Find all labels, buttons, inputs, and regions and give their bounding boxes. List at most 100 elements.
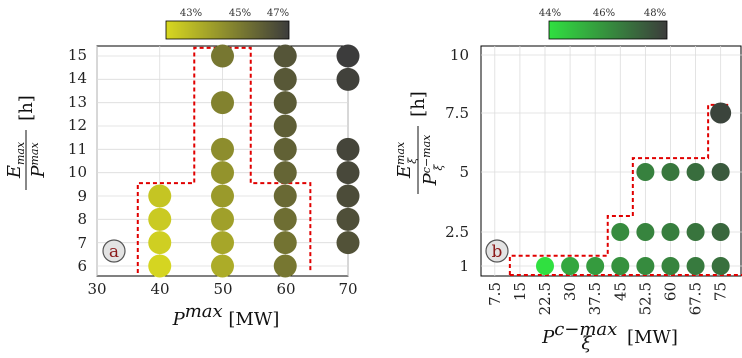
x-tick-label: 40	[150, 280, 169, 298]
colorbar-a	[165, 20, 290, 40]
panel-a-xlabel: Pmax [MW]	[172, 301, 280, 330]
panel-b-colorbar: 44% 46% 48%	[539, 8, 668, 40]
badge-a-label: a	[109, 242, 119, 262]
y-tick-label: 7	[77, 234, 87, 252]
data-point	[535, 257, 554, 275]
data-point	[611, 257, 630, 275]
data-point	[661, 257, 680, 275]
x-tick-label: 52.5	[636, 282, 654, 315]
panel-a-points	[148, 44, 360, 278]
y-tick-label: 6	[77, 257, 87, 275]
x-tick-label: 30	[561, 282, 579, 301]
data-point	[710, 102, 732, 124]
data-point	[586, 257, 605, 275]
data-point	[273, 207, 297, 231]
data-point	[273, 67, 297, 91]
y-tick-label: 2.5	[445, 223, 469, 241]
data-point	[211, 184, 234, 208]
y-axis-label-numerator: Emaxξ	[394, 141, 419, 179]
panel-a-yticks: 6 7 8 9 10 11 12 13 14 15	[68, 46, 87, 275]
data-point	[148, 231, 172, 255]
data-point	[273, 114, 297, 138]
x-tick-label: 75	[712, 282, 730, 301]
x-tick-label: 30	[87, 280, 106, 298]
data-point	[336, 184, 360, 208]
badge-b-circle	[485, 239, 509, 263]
panel-b-xticks: 7.5 15 22.5 30 37.5 45 52.5 60 67.5 75	[486, 282, 730, 315]
panel-a-badge: a	[102, 239, 126, 263]
panel-a-colorbar: 43% 45% 47%	[165, 8, 290, 40]
panel-b-boundary	[508, 103, 742, 276]
badge-a-circle	[102, 239, 126, 263]
x-tick-label: 67.5	[687, 282, 705, 315]
data-point	[273, 231, 297, 255]
data-point	[711, 163, 730, 181]
data-point	[661, 163, 680, 181]
y-tick-label: 1	[459, 257, 469, 275]
y-axis-label-denominator: Pmax	[28, 142, 49, 179]
data-point	[336, 137, 360, 161]
y-tick-label: 14	[68, 69, 87, 87]
x-tick-label: 7.5	[486, 282, 504, 306]
panel-b-grid	[480, 45, 742, 277]
data-point	[211, 91, 234, 115]
panel-b-points	[535, 102, 732, 275]
data-point	[273, 91, 297, 115]
colorbar-b-tick: 48%	[644, 8, 666, 19]
data-point	[636, 163, 655, 181]
data-point	[636, 257, 655, 275]
x-tick-label: 50	[213, 280, 232, 298]
y-tick-label: 13	[68, 93, 87, 111]
x-tick-label: 22.5	[536, 282, 554, 315]
data-point	[211, 44, 234, 68]
colorbar-b	[548, 20, 668, 40]
x-tick-label: 70	[338, 280, 357, 298]
y-tick-label: 8	[77, 210, 87, 228]
y-tick-label: 10	[68, 163, 87, 181]
panel-b-xlabel: Pc−max ξ [MW]	[541, 319, 678, 354]
data-point	[273, 137, 297, 161]
badge-b-label: b	[492, 242, 503, 262]
data-point	[211, 231, 234, 255]
data-point	[561, 257, 580, 275]
data-point	[148, 207, 172, 231]
y-tick-label: 5	[459, 163, 469, 181]
data-point	[336, 44, 360, 68]
y-axis-unit: [h]	[408, 91, 429, 117]
x-axis-label: Pc−max ξ [MW]	[541, 319, 678, 354]
y-tick-label: 11	[68, 140, 87, 158]
data-point	[211, 254, 234, 278]
data-point	[661, 223, 680, 241]
y-tick-label: 7.5	[445, 104, 469, 122]
x-axis-label: Pmax [MW]	[172, 301, 280, 330]
y-tick-label: 9	[77, 187, 87, 205]
panel-a: 43% 45% 47% 30 40 50 60 70 6 7 8 9 10 11…	[4, 8, 360, 330]
data-point	[711, 257, 730, 275]
data-point	[273, 44, 297, 68]
panel-b-yticks: 1 2.5 5 7.5 10	[445, 46, 469, 275]
colorbar-a-tick: 45%	[229, 8, 251, 19]
x-tick-label: 37.5	[586, 282, 604, 315]
data-point	[211, 161, 234, 185]
y-axis-label-denominator: Pc−maxξ	[420, 134, 445, 186]
data-point	[686, 163, 705, 181]
data-point	[336, 231, 360, 255]
x-tick-label: 60	[276, 280, 295, 298]
panel-a-ylabel: Emax Pmax [h]	[4, 95, 49, 190]
data-point	[211, 207, 234, 231]
data-point	[336, 207, 360, 231]
data-point	[148, 184, 172, 208]
data-point	[273, 184, 297, 208]
panel-b-ylabel: Emaxξ Pc−maxξ [h]	[394, 91, 445, 194]
data-point	[273, 254, 297, 278]
x-tick-label: 15	[511, 282, 529, 301]
y-axis-label-numerator: Emax	[4, 141, 27, 179]
panel-b: 44% 46% 48% 7.5 15 22.5 30 37.5 45 52.5 60 67.5 7…	[394, 8, 742, 354]
data-point	[273, 161, 297, 185]
data-point	[611, 223, 630, 241]
data-point	[148, 254, 172, 278]
data-point	[686, 223, 705, 241]
x-tick-label: 60	[661, 282, 679, 301]
data-point	[336, 161, 360, 185]
